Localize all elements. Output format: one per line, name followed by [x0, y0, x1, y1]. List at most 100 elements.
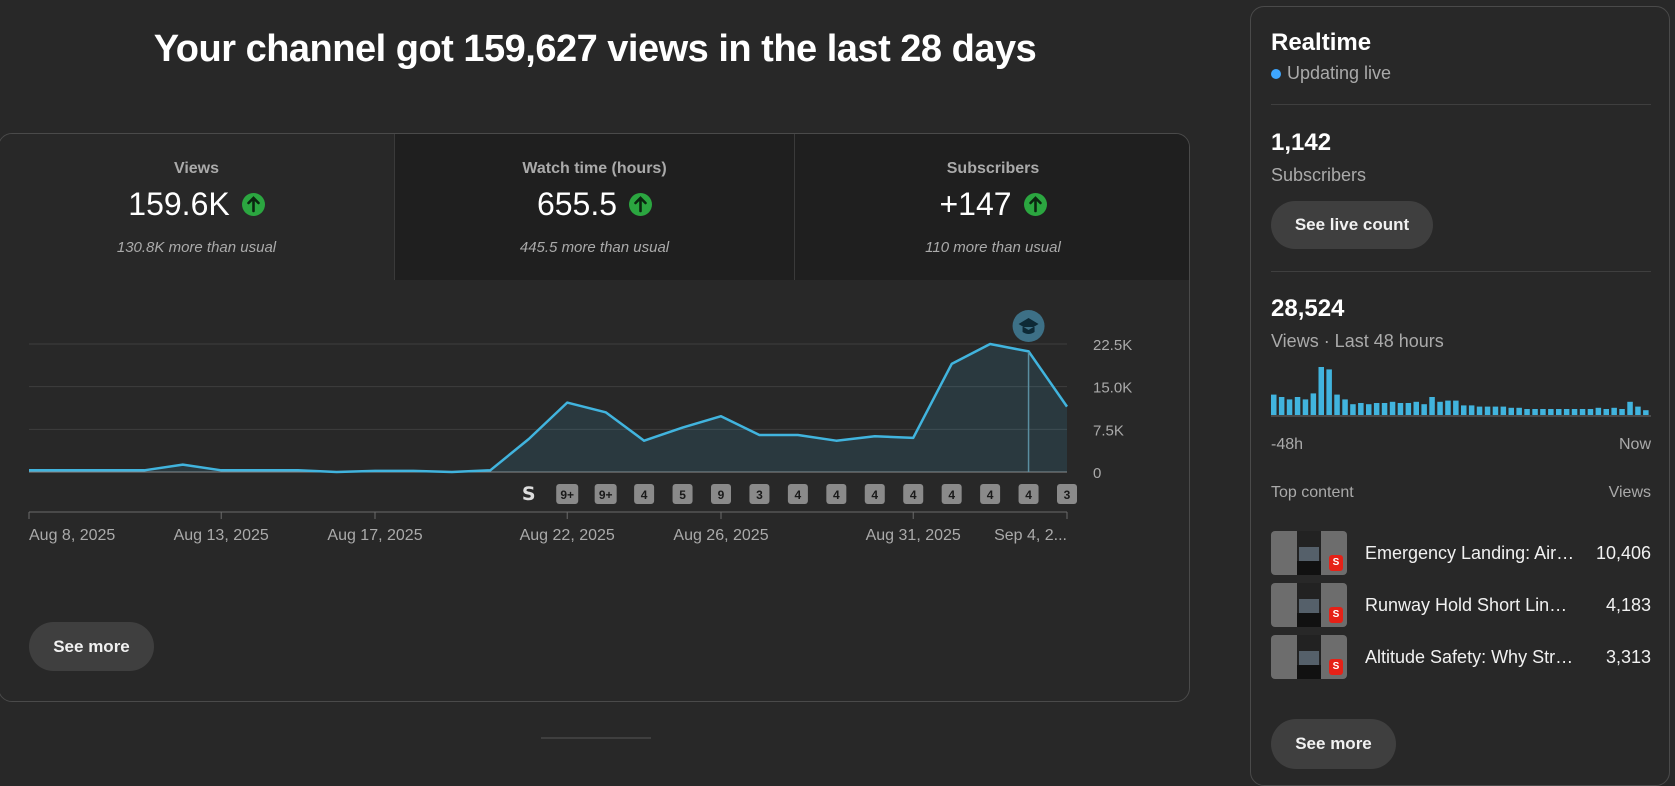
- video-count-badge: [864, 484, 885, 504]
- realtime-bar: [1500, 406, 1507, 415]
- series-line-views: [29, 342, 1069, 474]
- top-content-heading: Top content: [1271, 484, 1354, 501]
- realtime-bar: [1302, 399, 1309, 415]
- realtime-bar: [1286, 399, 1293, 415]
- metric-tabs: Views 159.6K 130.8K more than usual Watc…: [0, 134, 1189, 280]
- video-views: 4,183: [1605, 594, 1651, 615]
- x-tick-label: Aug 31, 2025: [866, 527, 961, 544]
- realtime-bar: [1318, 367, 1324, 415]
- subscriber-count: 1,142: [1271, 129, 1332, 156]
- video-count-badge: [749, 484, 770, 504]
- video-count-badge-label: 4: [910, 488, 917, 502]
- video-count-badge-label: 3: [756, 488, 763, 502]
- video-count-badge-label: 4: [641, 488, 648, 502]
- metric-label: Views: [173, 160, 220, 177]
- realtime-bar: [1350, 404, 1356, 415]
- realtime-bar: [1571, 409, 1578, 415]
- realtime-bar: [1278, 397, 1285, 415]
- realtime-bar: [1643, 410, 1649, 415]
- data-point: [1063, 403, 1071, 411]
- video-count-badge: [1057, 484, 1077, 504]
- video-count-badge-label: 9: [718, 488, 725, 502]
- top-content-item[interactable]: S Runway Hold Short Lines:… 4,183: [1271, 583, 1651, 627]
- area-fill: [29, 344, 1067, 472]
- arrow-up-icon: [629, 193, 653, 216]
- data-point: [294, 466, 302, 474]
- views-chart[interactable]: 22.5K 15.0K 7.5K 0 S 9+ 9+ 4 5 9 3 4 4 4 4 4 4 4 3 Aug 8, 2…: [0, 304, 1189, 564]
- metric-label: Watch time (hours): [522, 160, 667, 177]
- video-count-badge: [1018, 484, 1039, 504]
- see-more-button[interactable]: See more: [1271, 719, 1396, 769]
- video-count-badge-label: 4: [987, 488, 994, 502]
- realtime-views-label: Views · Last 48 hours: [1271, 331, 1444, 351]
- scroll-indicator: [541, 737, 651, 739]
- realtime-bar: [1437, 401, 1443, 415]
- video-count-badge-label: 5: [679, 488, 686, 502]
- realtime-bar: [1413, 401, 1419, 415]
- realtime-bar: [1366, 404, 1372, 415]
- metric-label: Subscribers: [946, 160, 1040, 177]
- top-content-item[interactable]: S Altitude Safety: Why Strai… 3,313: [1271, 635, 1651, 679]
- realtime-bar: [1532, 409, 1538, 415]
- data-point: [832, 437, 840, 445]
- video-count-badge: [980, 484, 1001, 504]
- x-tick-label: Aug 26, 2025: [673, 527, 768, 544]
- shorts-icon: S: [1329, 659, 1343, 675]
- realtime-bar: [1611, 407, 1617, 415]
- metric-value: +147: [939, 186, 1012, 222]
- realtime-bar: [1445, 400, 1451, 415]
- x-tick-label: Aug 13, 2025: [174, 527, 269, 544]
- realtime-bar: [1342, 399, 1348, 415]
- divider: [1271, 271, 1651, 272]
- tab-watch-time[interactable]: Watch time (hours) 655.5 445.5 more than…: [395, 134, 795, 280]
- data-point: [371, 467, 379, 475]
- video-title: Runway Hold Short Lines:…: [1365, 594, 1575, 615]
- realtime-bar: [1405, 403, 1412, 415]
- live-status: Updating live: [1271, 63, 1391, 84]
- metric-value: 159.6K: [128, 186, 230, 222]
- video-views: 3,313: [1605, 646, 1651, 667]
- data-point: [755, 431, 763, 439]
- realtime-bar: [1484, 406, 1491, 415]
- data-point: [794, 431, 802, 439]
- data-point: [102, 466, 110, 474]
- realtime-bar: [1421, 404, 1427, 415]
- realtime-bar: [1635, 406, 1641, 415]
- divider: [1271, 104, 1651, 105]
- axis-start-label: -48h: [1271, 436, 1304, 453]
- data-point: [679, 424, 687, 432]
- realtime-bar: [1556, 409, 1562, 415]
- realtime-bar: [1579, 409, 1586, 415]
- data-point: [717, 412, 725, 420]
- data-point: [140, 466, 148, 474]
- views-column-heading: Views: [1608, 484, 1651, 501]
- video-title: Emergency Landing: Air…: [1365, 542, 1575, 563]
- realtime-bar: [1373, 403, 1380, 415]
- realtime-bar: [1508, 407, 1514, 415]
- video-count-badge: [556, 484, 579, 504]
- see-live-count-button[interactable]: See live count: [1271, 201, 1433, 249]
- video-count-badge: [711, 484, 731, 504]
- video-thumbnail: S: [1271, 635, 1347, 679]
- data-point: [63, 466, 71, 474]
- arrow-up-icon: [241, 193, 265, 216]
- tab-views[interactable]: Views 159.6K 130.8K more than usual: [0, 134, 395, 280]
- realtime-views-count: 28,524: [1271, 295, 1345, 322]
- data-point: [486, 466, 494, 474]
- top-content-item[interactable]: S Emergency Landing: Air… 10,406: [1271, 531, 1651, 575]
- realtime-views-chart[interactable]: [1271, 367, 1651, 427]
- video-title: Altitude Safety: Why Strai…: [1365, 646, 1575, 667]
- video-count-badge: [634, 484, 655, 504]
- metric-comparison: 130.8K more than usual: [116, 239, 277, 256]
- video-count-badge-label: 4: [871, 488, 878, 502]
- tab-subscribers[interactable]: Subscribers +147 110 more than usual: [795, 134, 1189, 280]
- video-count-badge-label: 4: [948, 488, 955, 502]
- realtime-bar: [1619, 409, 1625, 415]
- realtime-bar: [1548, 409, 1554, 415]
- data-point: [217, 466, 225, 474]
- see-more-button[interactable]: See more: [29, 622, 154, 671]
- subscriber-label: Subscribers: [1271, 165, 1367, 185]
- data-point: [256, 466, 264, 474]
- y-tick-label: 22.5K: [1093, 337, 1132, 354]
- realtime-bar: [1453, 400, 1459, 415]
